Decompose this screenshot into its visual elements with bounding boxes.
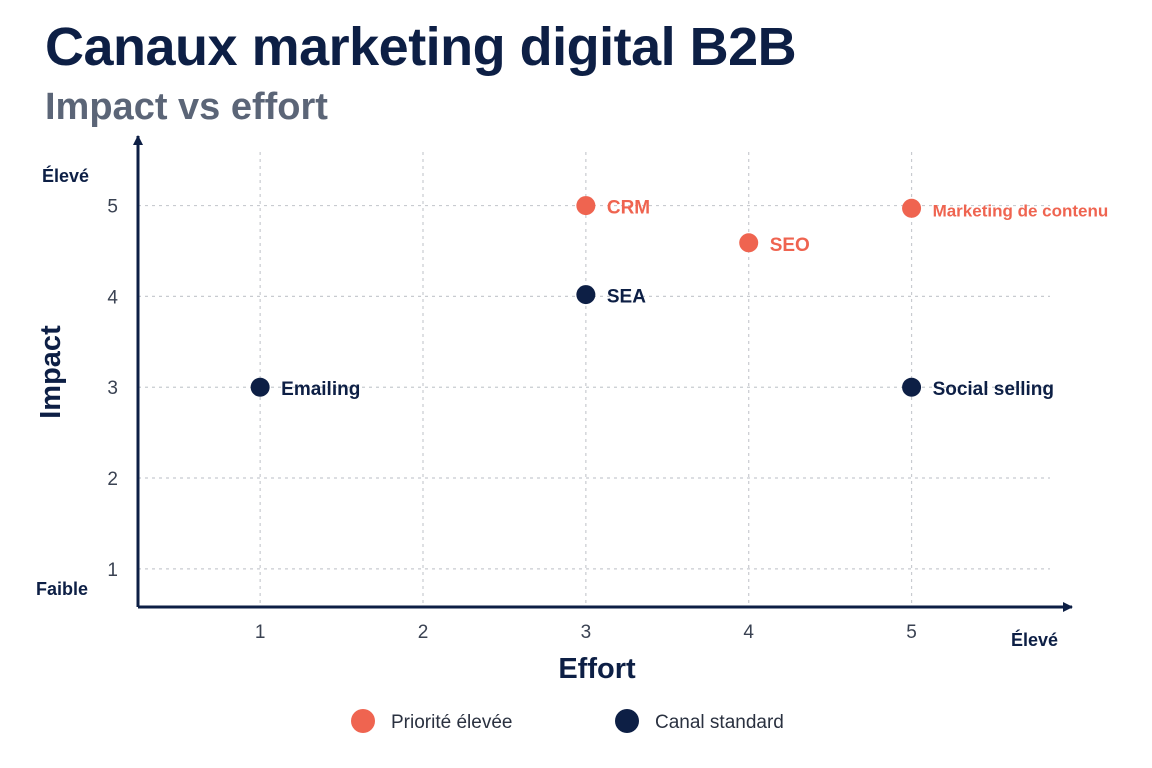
legend-label-standard: Canal standard (655, 712, 784, 733)
y-axis-top-label: Élevé (42, 165, 89, 186)
point-label-sea: SEA (607, 287, 646, 308)
x-axis-title: Effort (558, 653, 636, 685)
x-tick-label-2: 2 (418, 622, 429, 643)
x-tick-label-3: 3 (581, 622, 592, 643)
point-emailing (250, 377, 270, 397)
point-label-emailing: Emailing (281, 379, 360, 400)
x-tick-label-5: 5 (906, 622, 917, 643)
point-label-seo: SEO (770, 235, 810, 256)
point-marketing-de-contenu (902, 198, 922, 218)
y-tick-label-1: 1 (107, 560, 118, 581)
point-crm (576, 196, 596, 216)
point-label-crm: CRM (607, 198, 650, 219)
x-tick-label-4: 4 (743, 622, 754, 643)
y-tick-label-5: 5 (107, 197, 118, 218)
legend: Priorité élevée Canal standard (351, 709, 784, 733)
chart-title: Canaux marketing digital B2B (45, 17, 797, 77)
point-label-social-selling: Social selling (933, 379, 1054, 400)
point-label-marketing-de-contenu: Marketing de contenu (933, 201, 1109, 220)
y-axis-title: Impact (35, 325, 67, 419)
y-axis-bottom-label: Faible (36, 579, 88, 599)
y-tick-label-2: 2 (107, 469, 118, 490)
legend-label-priority: Priorité élevée (391, 712, 512, 733)
x-tick-label-1: 1 (255, 622, 266, 643)
y-tick-label-4: 4 (107, 287, 118, 308)
axes (133, 135, 1073, 612)
legend-marker-priority (351, 709, 375, 733)
tick-labels: 1 2 3 4 5 1 2 3 4 5 Élevé Faible Élevé Effort Impact (35, 165, 1058, 685)
x-axis-end-label: Élevé (1011, 629, 1058, 650)
y-tick-label-3: 3 (107, 378, 118, 399)
legend-marker-standard (615, 709, 639, 733)
chart-subtitle: Impact vs effort (45, 86, 328, 128)
point-social-selling (902, 377, 922, 397)
point-sea (576, 285, 596, 305)
point-seo (739, 233, 759, 253)
data-points: CRM Marketing de contenu SEO SEA Emailing Soc… (250, 196, 1109, 400)
